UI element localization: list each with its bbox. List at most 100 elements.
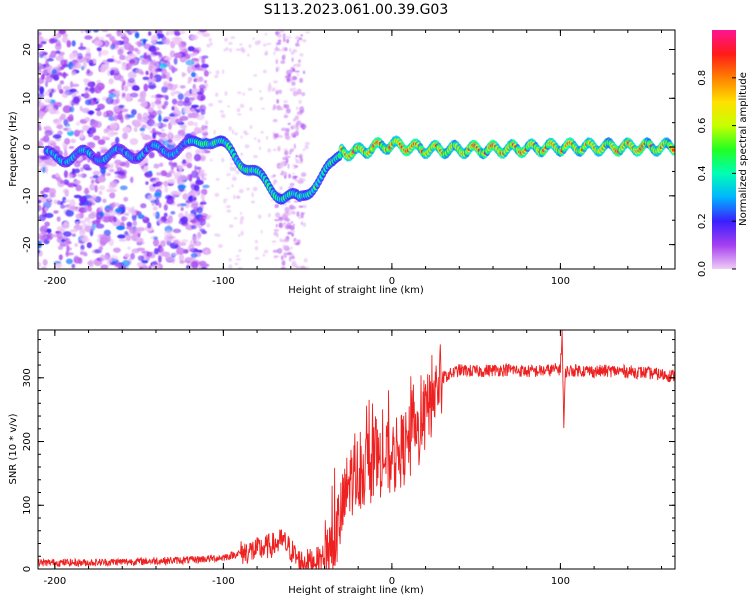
spectrogram-speckle (295, 154, 298, 158)
spectrogram-speckle (124, 230, 129, 236)
spectrogram-speckle (116, 225, 126, 231)
spectrogram-speckle (176, 100, 185, 107)
spectrogram-speckle (302, 148, 306, 152)
spectrogram-speckle (74, 242, 79, 247)
spectrogram-speckle (301, 39, 307, 43)
spectrogram-speckle (283, 37, 286, 43)
spectrogram-speckle (67, 174, 73, 180)
spectrogram-speckle (48, 38, 55, 44)
spectrogram-speckle (57, 245, 64, 250)
spectrogram-speckle (178, 253, 185, 262)
snr-y-ticks: 0 100 200 300 (22, 339, 675, 572)
spectrogram-speckle (282, 156, 288, 161)
spectrogram-speckle (115, 163, 120, 170)
spectrogram-speckle (51, 69, 57, 75)
spectrogram-speckle (239, 43, 243, 46)
spectrogram-speckle (288, 256, 292, 262)
spectrogram-speckle (141, 250, 150, 255)
spectrogram-speckle (193, 121, 198, 127)
spectrogram-speckle (285, 108, 291, 114)
spectrogram-speckle (187, 244, 195, 252)
spectrogram-speckle (277, 39, 282, 43)
spectrogram-x-tick-label: 100 (551, 276, 570, 287)
spectrogram-speckle (62, 33, 68, 38)
spectrogram-speckle (284, 171, 288, 177)
spectrogram-speckle (62, 188, 69, 194)
ridge-core (338, 153, 342, 158)
spectrogram-speckle (201, 55, 209, 59)
spectrogram-speckle (220, 113, 226, 119)
spectrogram-speckle (231, 184, 234, 188)
spectrogram-speckle (292, 124, 297, 129)
spectrogram-speckle (290, 255, 295, 260)
spectrogram-speckle (260, 131, 264, 134)
ridge-core (671, 148, 675, 152)
spectrogram-speckle (299, 53, 304, 57)
spectrogram-speckle (67, 127, 72, 133)
spectrogram-speckle (64, 138, 71, 145)
spectrogram-speckle (159, 137, 168, 141)
spectrogram-speckle (174, 134, 184, 139)
spectrogram-speckle (294, 157, 297, 161)
spectrogram-speckle (44, 206, 48, 212)
spectrogram-speckle (46, 58, 54, 62)
spectrogram-speckle (89, 183, 95, 191)
spectrogram-speckle (224, 47, 229, 51)
spectrogram-speckle (233, 217, 238, 220)
spectrogram-speckle (299, 157, 304, 162)
spectrogram-speckle (39, 137, 49, 142)
spectrogram-speckle (124, 30, 129, 33)
spectrogram-speckle (283, 237, 288, 243)
spectrogram-speckle (45, 80, 49, 88)
spectrogram-speckle (87, 205, 92, 212)
spectrogram-speckle (237, 234, 241, 237)
spectrogram-speckle (94, 85, 100, 93)
spectrogram-speckle (292, 206, 297, 210)
spectrogram-speckle (84, 53, 92, 61)
spectrogram-speckle (134, 237, 144, 243)
spectrogram-speckle (228, 172, 231, 176)
spectrogram-speckle (67, 205, 77, 211)
spectrogram-speckle (148, 151, 155, 159)
spectrogram-speckle (99, 66, 106, 73)
snr-plot-area (38, 330, 675, 569)
spectrogram-speckle (272, 148, 277, 152)
spectrogram-speckle (57, 130, 63, 136)
spectrogram-speckle (129, 176, 134, 183)
spectrogram-speckle (203, 70, 209, 77)
spectrogram-speckle (119, 185, 128, 191)
spectrogram-speckle (218, 244, 223, 248)
spectrogram-speckle (191, 104, 199, 108)
spectrogram-speckle (153, 236, 158, 240)
spectrogram-speckle (139, 127, 146, 132)
spectrogram-speckle (280, 255, 284, 261)
spectrogram-speckle (284, 112, 288, 116)
spectrogram-speckle (121, 92, 126, 98)
spectrogram-speckle (65, 209, 74, 217)
spectrogram-speckle (258, 146, 261, 151)
spectrogram-speckle (40, 38, 50, 42)
spectrogram-speckle (272, 179, 278, 184)
spectrogram-speckle (112, 247, 121, 253)
spectrogram-speckle (147, 107, 154, 113)
spectrogram-speckle (140, 132, 145, 137)
spectrogram-speckle (215, 70, 220, 75)
spectrogram-speckle (147, 194, 156, 202)
colorbar-tick-label: 0.6 (697, 118, 708, 134)
spectrogram-speckle (104, 164, 111, 168)
spectrogram-speckle (240, 46, 244, 52)
spectrogram-speckle (44, 212, 54, 219)
spectrogram-speckle (176, 247, 186, 255)
spectrogram-speckle (45, 76, 53, 83)
spectrogram-speckle (121, 83, 125, 91)
spectrogram-speckle (100, 264, 109, 269)
spectrogram-speckle (223, 198, 228, 201)
spectrogram-speckle (190, 252, 198, 258)
spectrogram-speckle (96, 47, 102, 52)
spectrogram-speckle (279, 216, 283, 222)
spectrogram-speckle (163, 80, 168, 88)
spectrogram-speckle (172, 161, 178, 168)
spectrogram-speckle (232, 166, 237, 172)
spectrogram-speckle (189, 99, 194, 103)
